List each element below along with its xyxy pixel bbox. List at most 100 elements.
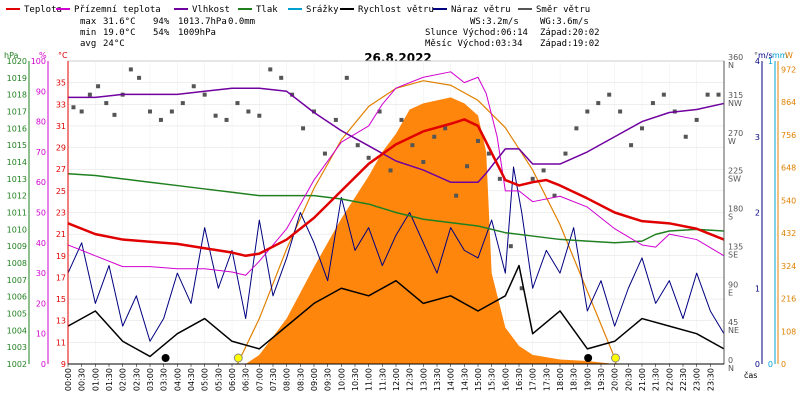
plot-area [67, 60, 725, 365]
humidity-axis-tick-label: 100 [31, 57, 46, 66]
moon-set: Západ:19:02 [540, 39, 600, 49]
min-humidity: 54% [153, 28, 170, 38]
solar-tick-label: 972 [781, 65, 796, 74]
temperature-axis-tick-label: 17 [56, 273, 66, 282]
wind-direction-point [410, 143, 415, 148]
time-tick-label: 01:00 [91, 368, 100, 391]
wind-direction-point [377, 109, 382, 114]
humidity-axis-tick-label: 20 [36, 299, 46, 308]
wind-direction-point [465, 164, 470, 169]
wind-direction-point [443, 126, 448, 131]
legend-label: Vlhkost [192, 5, 230, 15]
time-tick-label: 07:30 [269, 368, 278, 391]
time-tick-label: 04:00 [173, 368, 182, 391]
legend-label: Srážky [306, 5, 339, 15]
time-tick-label: 05:30 [214, 368, 223, 391]
rain-tick-label: 1 [768, 57, 773, 66]
wind-tick-label: 3 [755, 133, 760, 142]
wind-direction-point [486, 151, 491, 156]
temperature-axis-tick-label: 23 [56, 209, 66, 218]
wind-direction-point [87, 92, 92, 97]
wind-direction-point [257, 113, 262, 118]
time-tick-label: 09:00 [310, 368, 319, 391]
direction-tick-label: 180 [728, 205, 743, 214]
temperature-axis-tick-label: 35 [56, 79, 66, 88]
max-temp: 31.6°C [103, 17, 136, 27]
wind-direction-point [96, 84, 101, 89]
unit-time: čas [744, 370, 757, 380]
humidity-axis-tick-label: 10 [36, 330, 46, 339]
time-tick-label: 22:30 [679, 368, 688, 391]
temperature-axis-tick-label: 25 [56, 187, 66, 196]
temperature-axis-tick-label: 31 [56, 122, 66, 131]
wind-direction-point [202, 92, 207, 97]
pressure-axis-tick-label: 1010 [7, 225, 27, 234]
time-tick-label: 05:00 [201, 368, 210, 391]
wind-direction-point [432, 134, 437, 139]
time-tick-label: 08:30 [296, 368, 305, 391]
time-tick-label: 07:00 [255, 368, 264, 391]
unit-mm: mm [772, 51, 788, 60]
solar-radiation-area [245, 97, 615, 365]
humidity-axis-tick-label: 40 [36, 239, 46, 248]
pressure-axis-tick-label: 1015 [7, 141, 27, 150]
pressure-axis-tick-label: 1009 [7, 242, 27, 251]
wind-direction-point [71, 105, 76, 110]
direction-tick-label: NW [728, 99, 742, 108]
time-tick-label: 03:00 [146, 368, 155, 391]
pressure-axis-tick-label: 1005 [7, 310, 27, 319]
direction-tick-label: NE [728, 326, 739, 335]
moon-rise: Měsíc Východ:03:34 [425, 39, 523, 49]
solar-tick-label: 0 [781, 360, 786, 369]
wind-direction-point [585, 109, 590, 114]
time-tick-label: 18:30 [570, 368, 579, 391]
time-tick-label: 20:30 [624, 368, 633, 391]
pressure-axis-tick-label: 1014 [7, 158, 27, 167]
direction-tick-label: 225 [728, 167, 743, 176]
direction-tick-label: W [728, 137, 736, 146]
temperature-line [67, 118, 725, 258]
direction-tick-label: 0 [728, 356, 733, 365]
avg-label: avg [80, 39, 96, 49]
wind-speed-line [67, 264, 725, 358]
time-tick-label: 10:00 [337, 368, 346, 391]
wind-direction-point [235, 101, 240, 106]
wind-direction-point [344, 75, 349, 80]
wind-direction-point [301, 126, 306, 131]
time-tick-label: 21:00 [638, 368, 647, 391]
wind-direction-point [618, 109, 623, 114]
time-tick-label: 23:30 [706, 368, 715, 391]
time-tick-label: 12:30 [406, 368, 415, 391]
pressure-axis-tick-label: 1019 [7, 74, 27, 83]
humidity-axis-tick-label: 0 [41, 360, 46, 369]
sun-rise: Slunce Východ:06:14 [425, 28, 528, 38]
min-pressure: 1009hPa [178, 28, 216, 38]
legend: Teplota Přízemní teplota Vlhkost Tlak Srážky… [6, 5, 590, 15]
time-tick-label: 15:30 [488, 368, 497, 391]
wind-direction-point [104, 101, 109, 106]
pressure-axis-tick-label: 1016 [7, 124, 27, 133]
pressure-axis-tick-label: 1020 [7, 57, 27, 66]
wind-direction-point [541, 168, 546, 173]
time-tick-label: 11:30 [378, 368, 387, 391]
time-tick-label: 18:00 [556, 368, 565, 391]
solar-tick-label: 864 [781, 98, 796, 107]
wind-direction-point [497, 176, 502, 181]
wind-direction-point [137, 75, 142, 80]
wind-direction-point [158, 117, 163, 122]
time-tick-label: 12:00 [392, 368, 401, 391]
sun-set-marker [610, 353, 620, 363]
solar-tick-label: 756 [781, 131, 796, 140]
time-tick-label: 14:00 [447, 368, 456, 391]
moon-rise-marker [161, 354, 170, 362]
unit-ms: m/s [758, 51, 773, 60]
wind-direction-point [563, 151, 568, 156]
wind-direction-point [246, 109, 251, 114]
solar-tick-label: 324 [781, 262, 796, 271]
temperature-axis-tick-label: 11 [56, 338, 66, 347]
wind-direction-point [716, 92, 721, 97]
wind-direction-point [629, 143, 634, 148]
wind-direction-point [530, 176, 535, 181]
time-tick-label: 09:30 [324, 368, 333, 391]
